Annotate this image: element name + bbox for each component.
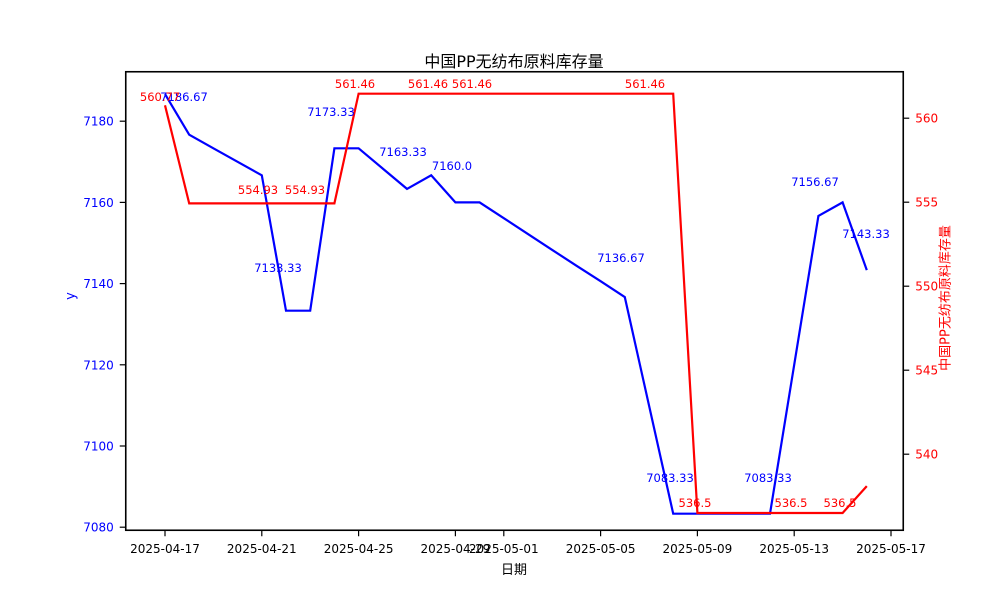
annotation-blue: 7173.33 [307,105,355,119]
x-tick-label: 2025-05-17 [856,542,926,556]
y-left-tick-label: 7120 [83,358,114,372]
annotation-red: 561.46 [625,77,665,91]
x-tick-label: 2025-04-21 [227,542,297,556]
plot-border [124,70,905,532]
y-axis-label-left: y [63,292,79,300]
x-tick-label: 2025-04-17 [130,542,200,556]
x-axis-label: 日期 [500,563,527,578]
y-left-tick-label: 7180 [83,115,114,129]
y-left-tick-label: 7080 [83,521,114,535]
series-line-left [164,93,868,515]
chart-title: 中国PP无纺布原料库存量 [424,52,604,71]
annotation-blue: 7136.67 [597,251,645,265]
annotation-red: 554.93 [238,183,278,197]
y-left-tick-label: 7160 [83,196,114,210]
annotation-blue: 7186.67 [160,90,208,104]
annotation-blue: 7160.0 [432,159,472,173]
annotation-blue: 7083.33 [646,471,694,485]
x-tick-label: 2025-05-01 [469,542,539,556]
series-line-right [163,92,868,515]
x-tick-label: 2025-04-25 [324,542,394,556]
y-left-tick-label: 7100 [83,440,114,454]
annotation-red: 536.5 [679,496,712,510]
annotation-blue: 7163.33 [379,145,427,159]
y-right-tick-label: 560 [915,112,938,126]
annotation-red: 560.77 [140,90,180,104]
y-axis-label-right: 中国PP无纺布原料库存量 [938,225,954,371]
annotation-blue: 7156.67 [791,175,839,189]
x-tick-label: 2025-05-05 [566,542,636,556]
annotation-red: 561.46 [335,77,375,91]
annotation-blue: 7133.33 [254,261,302,275]
x-tick-label: 2025-04-29 [421,542,491,556]
annotation-red: 536.5 [775,496,808,510]
annotation-red: 536.5 [824,496,857,510]
annotation-red: 561.46 [452,77,492,91]
annotation-blue: 7143.33 [842,227,890,241]
x-tick-label: 2025-05-09 [663,542,733,556]
y-left-tick-label: 7140 [83,277,114,291]
x-tick-label: 2025-05-13 [759,542,829,556]
y-right-tick-label: 540 [915,448,938,462]
y-right-tick-label: 550 [915,280,938,294]
annotation-red: 561.46 [408,77,448,91]
annotation-blue: 7083.33 [744,471,792,485]
annotation-red: 554.93 [285,183,325,197]
y-right-tick-label: 555 [915,196,938,210]
y-right-tick-label: 545 [915,364,938,378]
